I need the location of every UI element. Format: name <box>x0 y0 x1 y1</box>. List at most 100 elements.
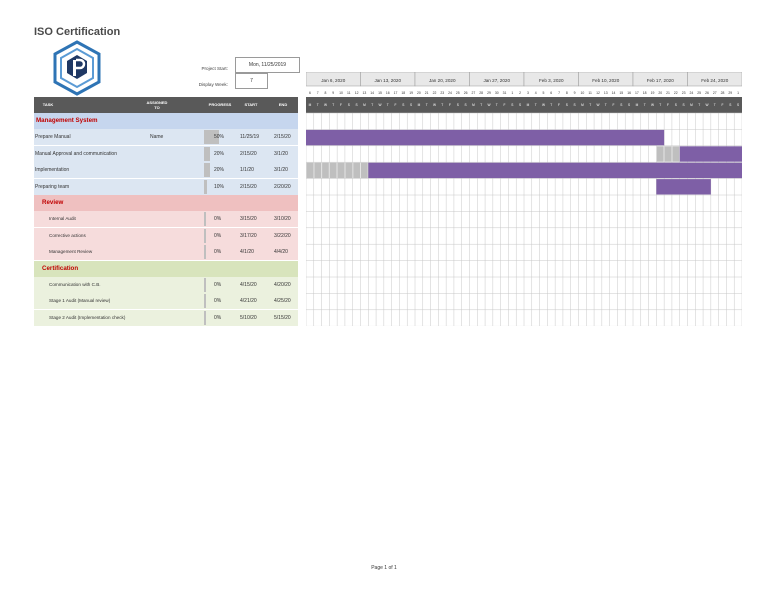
day-letter: S <box>628 103 630 107</box>
day-letter: T <box>698 103 700 107</box>
day-number: 9 <box>332 91 334 95</box>
document-title: ISO Certification <box>34 26 121 38</box>
task-row[interactable]: Preparing team 10% 2/15/20 2/20/20 <box>34 178 298 196</box>
day-number: 11 <box>347 91 351 95</box>
task-row[interactable]: Management Review 0% 4/1/20 4/4/20 <box>34 244 298 262</box>
section-title: Review <box>42 199 64 206</box>
day-number: 28 <box>721 91 725 95</box>
day-number: 12 <box>355 91 359 95</box>
day-number: 27 <box>713 91 717 95</box>
progress-fill <box>204 179 207 194</box>
gantt-done-cell <box>329 162 337 179</box>
day-number: 27 <box>472 91 476 95</box>
day-letter: T <box>644 103 646 107</box>
task-row[interactable]: Stage 2 Audit (Implementation check) 0% 5/… <box>34 309 298 327</box>
task-end: 3/1/20 <box>274 167 288 174</box>
task-row[interactable]: Prepare Manual Name 50% 11/25/19 2/15/20 <box>34 129 298 147</box>
gantt-done-cell <box>672 146 680 162</box>
day-letter: W <box>324 103 327 107</box>
progress-bar <box>204 146 220 161</box>
col-end: END <box>278 102 288 107</box>
task-name: Implementation <box>35 167 70 174</box>
task-row[interactable]: Implementation 20% 1/1/20 3/1/20 <box>34 162 298 180</box>
day-letter: T <box>659 103 661 107</box>
task-row[interactable]: Manual Approval and communication 20% 2/15… <box>34 145 298 163</box>
day-number: 14 <box>612 91 616 95</box>
day-letter: S <box>465 103 467 107</box>
day-letter: T <box>714 103 716 107</box>
task-row[interactable]: Internal Audit 0% 3/15/20 3/10/20 <box>34 211 298 229</box>
task-start: 2/15/20 <box>240 150 257 157</box>
day-letter: T <box>605 103 607 107</box>
section-row[interactable]: Management System <box>34 113 298 130</box>
day-letter: S <box>683 103 685 107</box>
day-number: 15 <box>378 91 382 95</box>
gantt-bar <box>368 162 742 179</box>
day-number: 2 <box>519 91 521 95</box>
task-name: Management Review <box>49 249 93 255</box>
day-letter: S <box>402 103 404 107</box>
section-row[interactable]: Certification <box>34 260 298 278</box>
day-letter: T <box>332 103 334 107</box>
task-start: 4/15/20 <box>240 282 257 288</box>
day-letter: F <box>722 103 724 107</box>
day-letter: W <box>705 103 708 107</box>
day-letter-strip <box>306 97 742 113</box>
day-number: 20 <box>658 91 662 95</box>
gantt-bar <box>656 179 711 195</box>
day-number: 10 <box>581 91 585 95</box>
day-number: 13 <box>363 91 367 95</box>
day-number: 18 <box>643 91 647 95</box>
task-start: 4/1/20 <box>240 249 254 256</box>
gantt-done-cell <box>306 162 314 179</box>
day-number: 19 <box>651 91 655 95</box>
task-start: 11/25/19 <box>240 134 260 141</box>
week-label: Feb 24, 2020 <box>701 78 729 83</box>
day-number: 26 <box>705 91 709 95</box>
day-letter: F <box>667 103 669 107</box>
task-end: 4/25/20 <box>274 298 291 305</box>
display-week-field[interactable]: 7 <box>235 73 268 89</box>
week-label: Feb 10, 2020 <box>592 78 620 83</box>
day-number: 11 <box>588 91 592 95</box>
project-start-field[interactable]: Mon, 11/25/2019 <box>235 57 300 73</box>
task-row[interactable]: Communication with C.B. 0% 4/15/20 4/20/20 <box>34 277 298 294</box>
task-progress: 0% <box>214 232 222 239</box>
day-number: 8 <box>566 91 568 95</box>
day-number: 7 <box>558 91 560 95</box>
day-letter: S <box>457 103 459 107</box>
display-week-label: Display Week: <box>198 82 228 87</box>
day-number: 4 <box>535 91 537 95</box>
col-start: START <box>244 102 258 107</box>
task-row[interactable]: Corrective actions 0% 3/17/20 3/22/20 <box>34 227 298 245</box>
day-number: 29 <box>487 91 491 95</box>
day-letter: S <box>566 103 568 107</box>
week-label: Jan 6, 2020 <box>321 78 345 83</box>
day-letter: M <box>418 103 421 107</box>
task-name: Manual Approval and communication <box>35 150 117 157</box>
progress-bar <box>204 294 220 309</box>
gantt-done-cell <box>337 162 345 179</box>
day-letter: W <box>487 103 490 107</box>
day-letter: T <box>387 103 389 107</box>
task-start: 3/15/20 <box>240 216 257 223</box>
gantt-done-cell <box>664 146 672 162</box>
task-end: 5/15/20 <box>274 314 291 321</box>
day-number: 24 <box>448 91 452 95</box>
progress-bar <box>204 310 220 325</box>
progress-fill <box>204 278 206 292</box>
task-name: Stage 1 Audit (Manual review) <box>49 298 111 304</box>
col-assigned: ASSIGNED TO <box>146 100 168 110</box>
day-letter: M <box>690 103 693 107</box>
section-row[interactable]: Review <box>34 195 298 212</box>
task-name: Preparing team <box>35 183 70 190</box>
day-letter: W <box>542 103 545 107</box>
gantt-done-cell <box>361 162 368 179</box>
task-name: Corrective actions <box>49 232 86 238</box>
day-number: 17 <box>635 91 639 95</box>
day-letter: S <box>729 103 731 107</box>
task-row[interactable]: Stage 1 Audit (Manual review) 0% 4/21/20 4/… <box>34 293 298 311</box>
progress-fill <box>204 163 210 178</box>
gantt-timeline: Jan 6, 2020 Jan 13, 2020 Jan 20, 2020 Jan 2… <box>306 72 742 326</box>
task-start: 2/15/20 <box>240 183 257 190</box>
